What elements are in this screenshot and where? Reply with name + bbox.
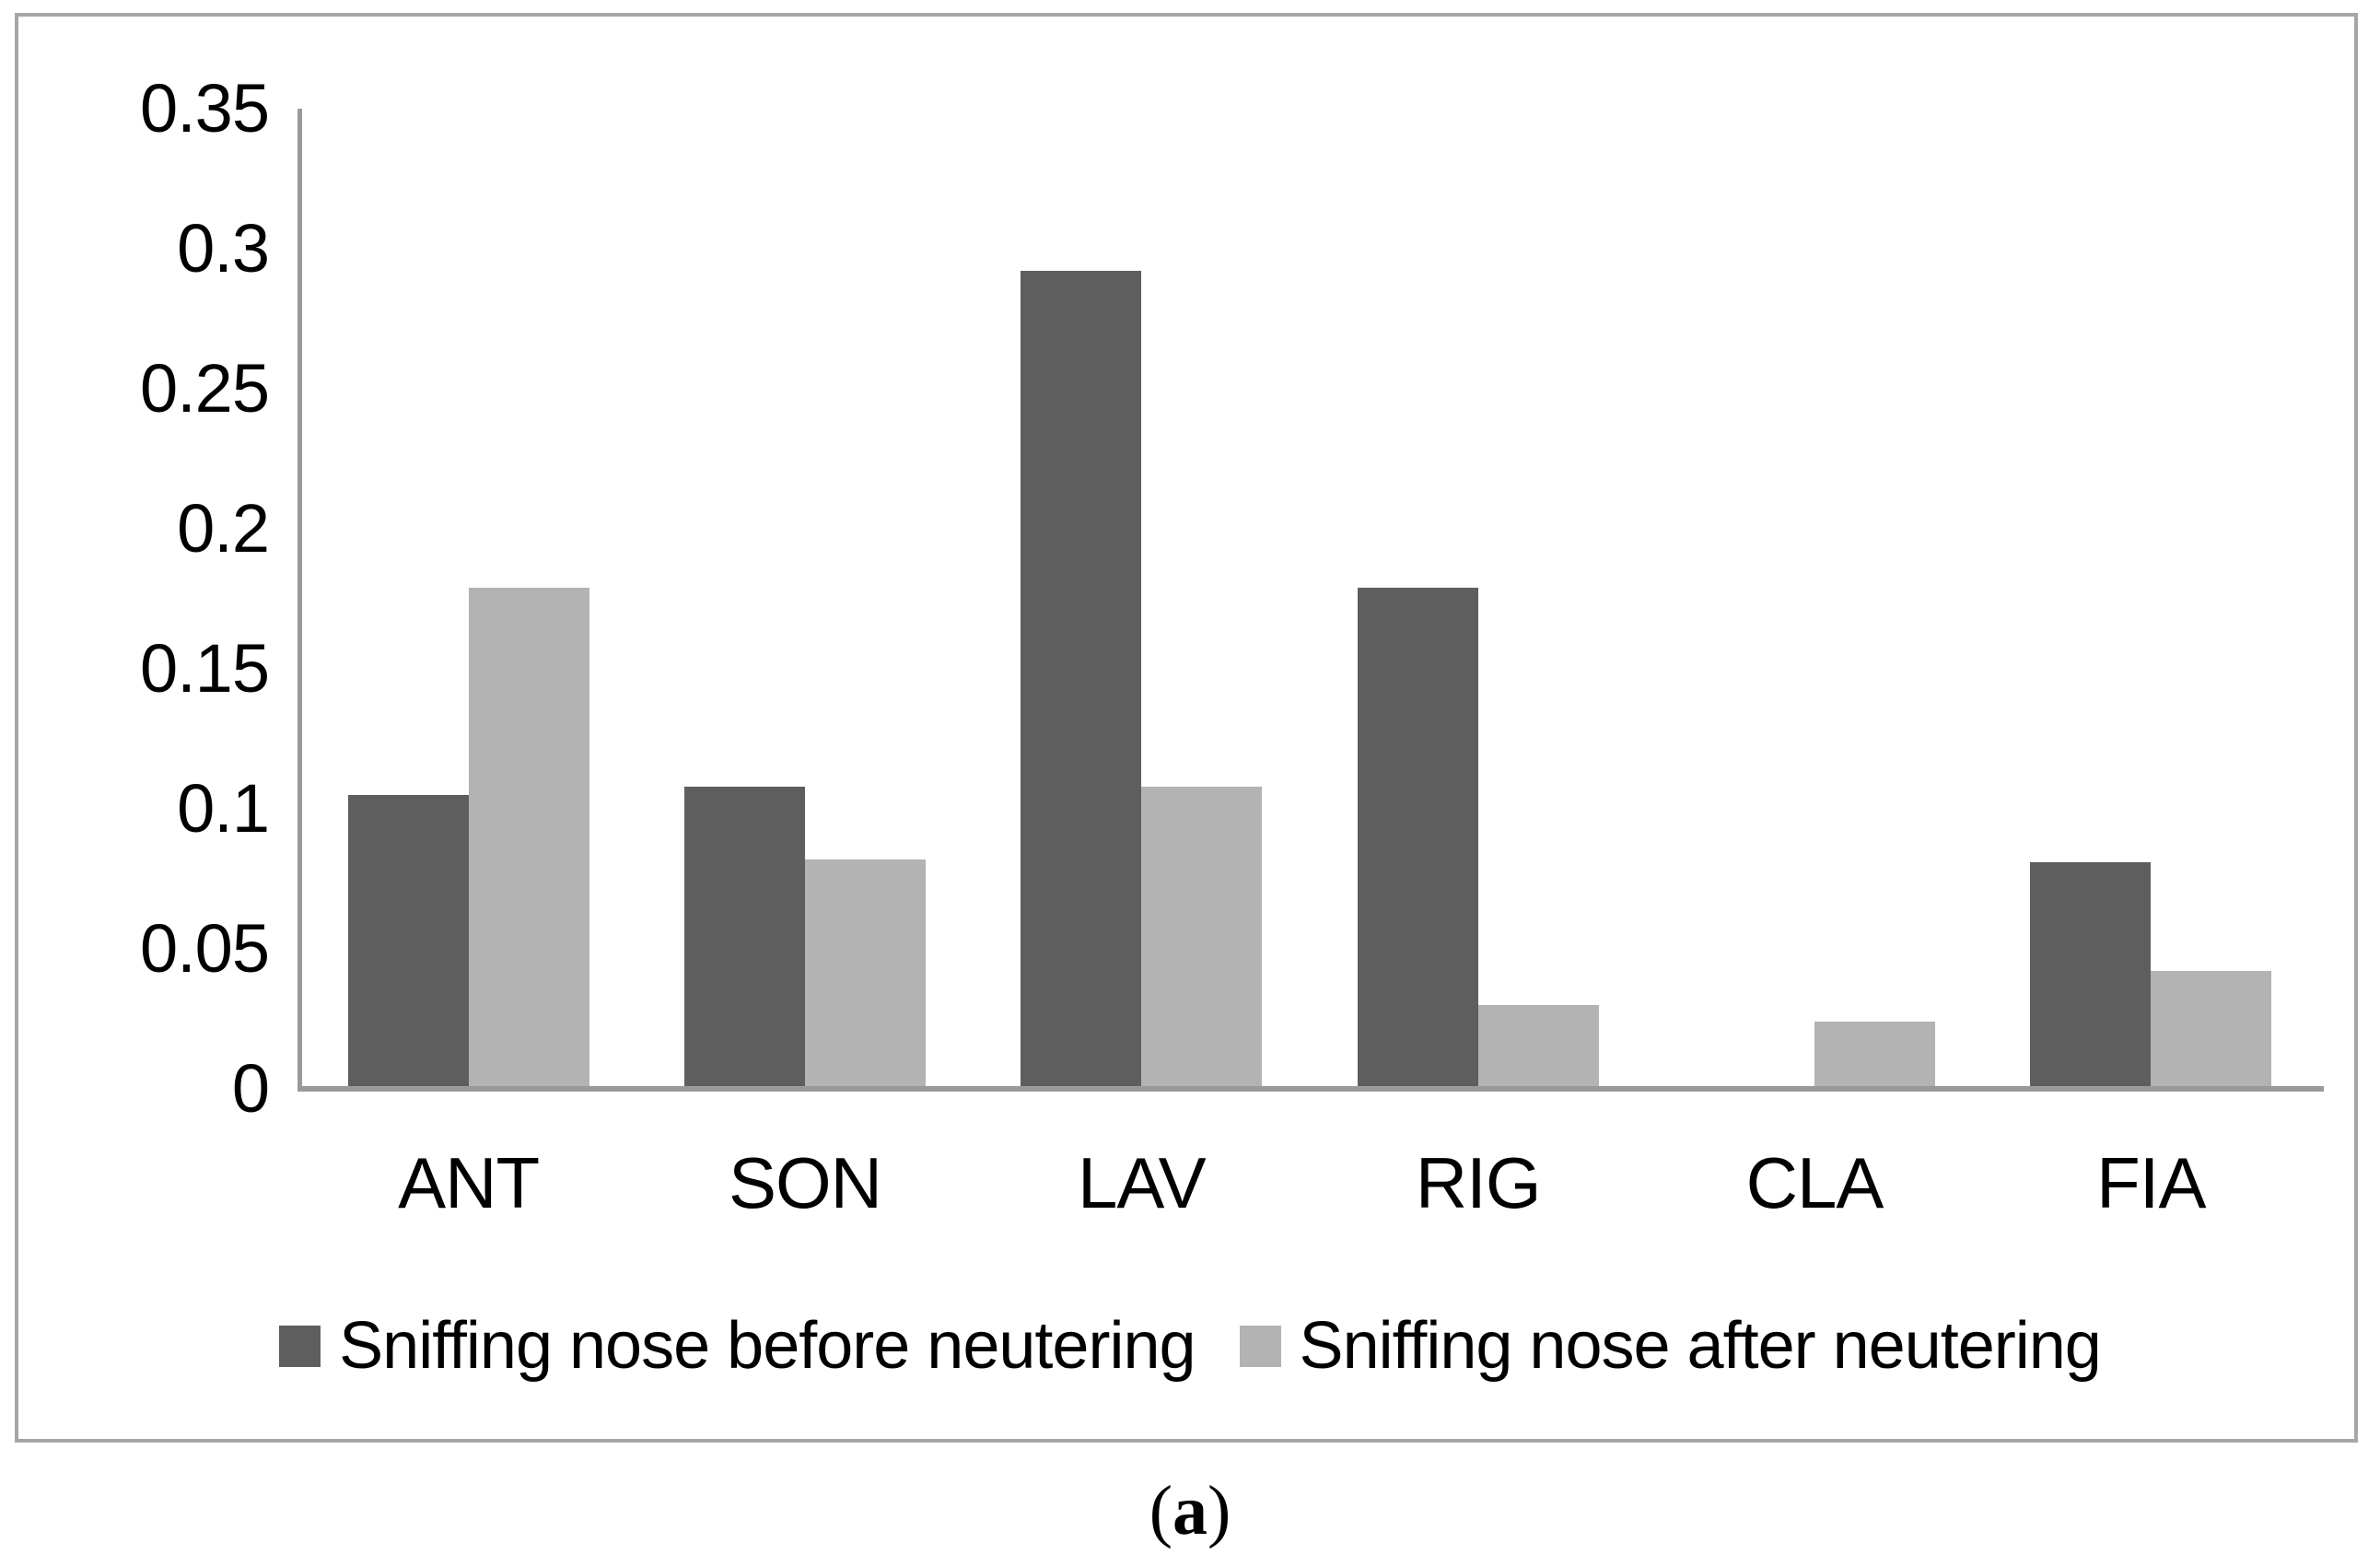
bar-group-fia (1983, 109, 2319, 1089)
bar-groups (300, 109, 2319, 1089)
plot-area (298, 109, 2324, 1092)
figure-caption: (a) (0, 1467, 2380, 1555)
legend-swatch-icon (279, 1325, 321, 1367)
y-axis-tick-labels: 0 0.05 0.1 0.15 0.2 0.25 0.3 0.35 (18, 17, 270, 1566)
y-tick-label: 0.05 (139, 910, 270, 987)
bar-group-son (636, 109, 973, 1089)
legend-label: Sniffing nose after neutering (1299, 1309, 2102, 1383)
y-tick-label: 0.25 (139, 350, 270, 427)
y-tick-label: 0.35 (139, 70, 270, 146)
bar-ant-before (347, 795, 469, 1089)
legend-item-before: Sniffing nose before neutering (279, 1304, 1196, 1387)
bar-lav-before (1021, 271, 1142, 1089)
chart-panel: 0 0.05 0.1 0.15 0.2 0.25 0.3 0.35 ANT SON LAV RIG C… (15, 13, 2358, 1443)
y-tick-label: 0 (231, 1050, 270, 1127)
bar-group-lav (974, 109, 1310, 1089)
x-axis-category-labels: ANT SON LAV RIG CLA FIA (300, 1142, 2319, 1223)
legend-item-after: Sniffing nose after neutering (1239, 1304, 2102, 1387)
x-category-label-ant: ANT (398, 1142, 540, 1223)
bar-group-cla (1646, 109, 1982, 1089)
bar-group-ant (300, 109, 636, 1089)
y-axis-line (298, 109, 302, 1092)
bar-cla-after (1814, 1022, 1935, 1089)
bar-rig-before (1357, 588, 1478, 1089)
bar-son-after (804, 859, 926, 1089)
caption-open-paren: ( (1149, 1472, 1172, 1549)
y-tick-label: 0.1 (177, 770, 270, 847)
bar-rig-after (1477, 1005, 1599, 1089)
caption-letter: a (1172, 1472, 1208, 1549)
bar-ant-after (468, 588, 589, 1089)
bar-fia-before (2030, 862, 2152, 1089)
x-category-label-cla: CLA (1745, 1142, 1884, 1223)
x-category-label-lav: LAV (1077, 1142, 1207, 1223)
x-category-label-rig: RIG (1415, 1142, 1542, 1223)
y-tick-label: 0.2 (177, 490, 270, 567)
caption-close-paren: ) (1208, 1472, 1231, 1549)
bar-son-before (683, 787, 805, 1089)
bar-group-rig (1310, 109, 1646, 1089)
bar-lav-after (1141, 787, 1263, 1089)
x-category-label-fia: FIA (2096, 1142, 2206, 1223)
y-tick-label: 0.3 (177, 210, 270, 286)
legend: Sniffing nose before neutering Sniffing n… (18, 1304, 2362, 1387)
x-axis-line (298, 1086, 2324, 1092)
y-tick-label: 0.15 (139, 630, 270, 707)
legend-swatch-icon (1239, 1325, 1281, 1367)
bar-fia-after (2151, 971, 2272, 1089)
x-category-label-son: SON (728, 1142, 882, 1223)
legend-label: Sniffing nose before neutering (339, 1309, 1196, 1383)
